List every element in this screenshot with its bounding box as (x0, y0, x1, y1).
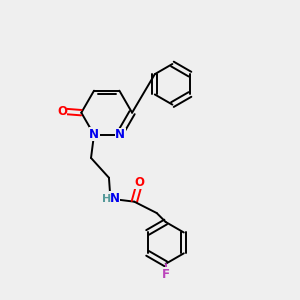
Text: F: F (162, 268, 170, 281)
Text: O: O (135, 176, 145, 189)
Text: O: O (57, 105, 67, 118)
Text: N: N (115, 128, 125, 141)
Text: H: H (102, 194, 111, 204)
Text: N: N (89, 128, 99, 141)
Text: N: N (110, 192, 120, 205)
